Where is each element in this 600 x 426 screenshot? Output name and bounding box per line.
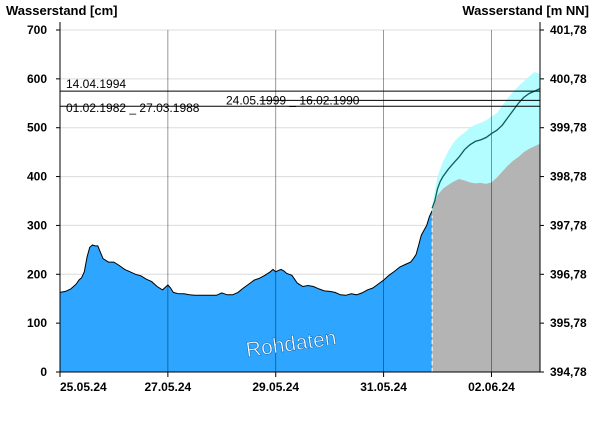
right-tick-label: 400,78	[550, 72, 587, 86]
left-tick-label: 400	[27, 170, 47, 184]
right-tick-label: 399,78	[550, 121, 587, 135]
right-tick-label: 398,78	[550, 170, 587, 184]
left-axis-title: Wasserstand [cm]	[6, 3, 118, 18]
x-tick-label: 29.05.24	[252, 380, 299, 394]
left-tick-label: 700	[27, 23, 47, 37]
reference-label: 14.04.1994	[66, 77, 126, 91]
reference-label: 01.02.1982 _ 27.03.1988	[66, 101, 200, 115]
x-tick-label: 31.05.24	[360, 380, 407, 394]
x-tick-label: 25.05.24	[60, 380, 107, 394]
right-tick-label: 395,78	[550, 316, 587, 330]
forecast-mean-line	[431, 88, 541, 209]
right-tick-label: 396,78	[550, 267, 587, 281]
right-tick-label: 394,78	[550, 365, 587, 379]
x-tick-label: 27.05.24	[145, 380, 192, 394]
right-axis-title: Wasserstand [m NN]	[462, 3, 589, 18]
left-tick-label: 0	[40, 365, 47, 379]
forecast-lower-area	[432, 143, 540, 372]
measured-area	[60, 210, 433, 372]
plot-area: 14.04.1994 24.05.1999 _ 16.02.1990 01.02.1…	[27, 22, 587, 394]
right-tick-label: 397,78	[550, 218, 587, 232]
left-tick-label: 300	[27, 218, 47, 232]
right-tick-label: 401,78	[550, 23, 587, 37]
reference-label: 24.05.1999 _ 16.02.1990	[226, 93, 360, 107]
left-tick-label: 500	[27, 121, 47, 135]
left-tick-label: 600	[27, 72, 47, 86]
x-tick-label: 02.06.24	[468, 380, 515, 394]
left-tick-label: 100	[27, 316, 47, 330]
left-tick-label: 200	[27, 267, 47, 281]
measured-line	[59, 210, 433, 296]
